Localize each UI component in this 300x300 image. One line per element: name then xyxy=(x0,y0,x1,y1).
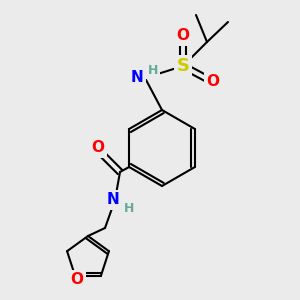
Text: O: O xyxy=(70,272,84,287)
Text: N: N xyxy=(106,193,119,208)
Text: N: N xyxy=(130,70,143,86)
Text: O: O xyxy=(206,74,220,89)
Text: O: O xyxy=(92,140,104,155)
Text: S: S xyxy=(176,57,190,75)
Text: H: H xyxy=(124,202,134,214)
Text: H: H xyxy=(148,64,158,76)
Text: O: O xyxy=(176,28,190,44)
